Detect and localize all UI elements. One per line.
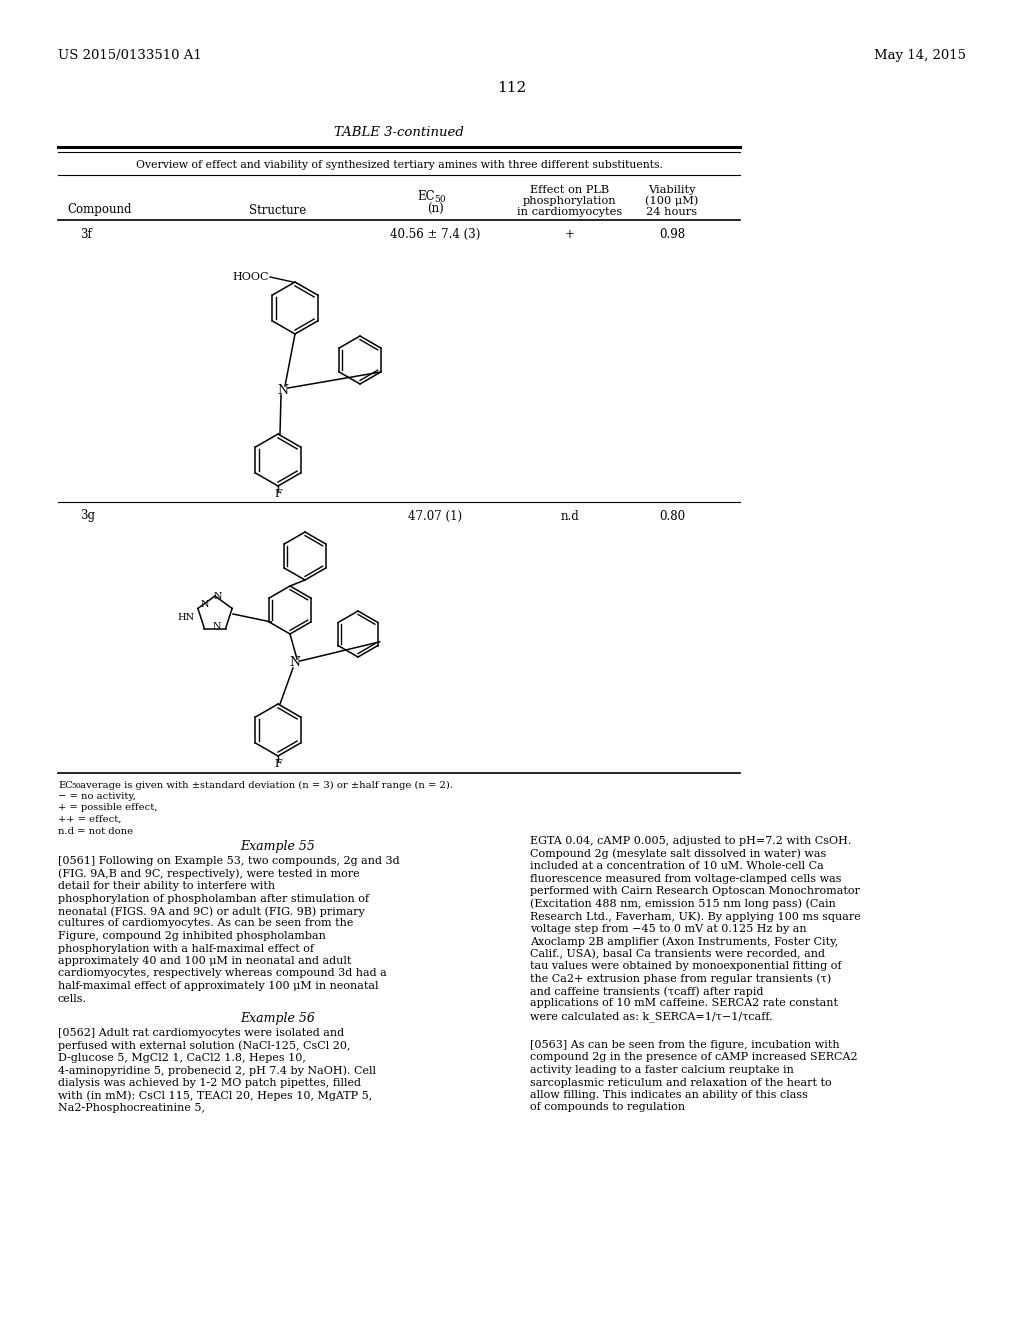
Text: phosphorylation with a half-maximal effect of: phosphorylation with a half-maximal effe…: [58, 944, 314, 953]
Text: N: N: [278, 384, 289, 396]
Text: D-glucose 5, MgCl2 1, CaCl2 1.8, Hepes 10,: D-glucose 5, MgCl2 1, CaCl2 1.8, Hepes 1…: [58, 1053, 306, 1063]
Text: included at a concentration of 10 uM. Whole-cell Ca: included at a concentration of 10 uM. Wh…: [530, 861, 823, 871]
Text: (n): (n): [427, 202, 443, 215]
Text: N: N: [214, 593, 222, 602]
Text: EC: EC: [58, 780, 73, 789]
Text: Example 55: Example 55: [241, 840, 315, 853]
Text: F: F: [274, 759, 282, 770]
Text: n.d = not done: n.d = not done: [58, 826, 133, 836]
Text: [0561] Following on Example 53, two compounds, 2g and 3d: [0561] Following on Example 53, two comp…: [58, 855, 399, 866]
Text: Na2-Phosphocreatinine 5,: Na2-Phosphocreatinine 5,: [58, 1104, 205, 1113]
Text: activity leading to a faster calcium reuptake in: activity leading to a faster calcium reu…: [530, 1065, 794, 1074]
Text: May 14, 2015: May 14, 2015: [874, 49, 966, 62]
Text: Viability: Viability: [648, 185, 695, 195]
Text: Overview of effect and viability of synthesized tertiary amines with three diffe: Overview of effect and viability of synt…: [135, 160, 663, 170]
Text: Research Ltd., Faverham, UK). By applying 100 ms square: Research Ltd., Faverham, UK). By applyin…: [530, 911, 861, 921]
Text: perfused with external solution (NaCl-125, CsCl 20,: perfused with external solution (NaCl-12…: [58, 1040, 350, 1051]
Text: 0.80: 0.80: [658, 510, 685, 523]
Text: of compounds to regulation: of compounds to regulation: [530, 1102, 685, 1113]
Text: + = possible effect,: + = possible effect,: [58, 804, 158, 813]
Text: cultures of cardiomyocytes. As can be seen from the: cultures of cardiomyocytes. As can be se…: [58, 919, 353, 928]
Text: and caffeine transients (τcaff) after rapid: and caffeine transients (τcaff) after ra…: [530, 986, 764, 997]
Text: − = no activity,: − = no activity,: [58, 792, 136, 801]
Text: Effect on PLB: Effect on PLB: [530, 185, 609, 195]
Text: n.d: n.d: [560, 510, 580, 523]
Text: the Ca2+ extrusion phase from regular transients (τ): the Ca2+ extrusion phase from regular tr…: [530, 974, 831, 985]
Text: phosphorylation of phospholamban after stimulation of: phosphorylation of phospholamban after s…: [58, 894, 369, 903]
Text: tau values were obtained by monoexponential fitting of: tau values were obtained by monoexponent…: [530, 961, 842, 972]
Text: +: +: [565, 227, 574, 240]
Text: neonatal (FIGS. 9A and 9C) or adult (FIG. 9B) primary: neonatal (FIGS. 9A and 9C) or adult (FIG…: [58, 906, 365, 916]
Text: 40.56 ± 7.4 (3): 40.56 ± 7.4 (3): [390, 227, 480, 240]
Text: [0563] As can be seen from the figure, incubation with: [0563] As can be seen from the figure, i…: [530, 1040, 840, 1049]
Text: Axoclamp 2B amplifier (Axon Instruments, Foster City,: Axoclamp 2B amplifier (Axon Instruments,…: [530, 936, 839, 946]
Text: Compound 2g (mesylate salt dissolved in water) was: Compound 2g (mesylate salt dissolved in …: [530, 849, 826, 859]
Text: F: F: [274, 488, 282, 499]
Text: phosphorylation: phosphorylation: [523, 195, 616, 206]
Text: compound 2g in the presence of cAMP increased SERCA2: compound 2g in the presence of cAMP incr…: [530, 1052, 858, 1063]
Text: 4-aminopyridine 5, probenecid 2, pH 7.4 by NaOH). Cell: 4-aminopyridine 5, probenecid 2, pH 7.4 …: [58, 1065, 376, 1076]
Text: applications of 10 mM caffeine. SERCA2 rate constant: applications of 10 mM caffeine. SERCA2 r…: [530, 998, 838, 1008]
Text: HOOC: HOOC: [232, 272, 269, 282]
Text: half-maximal effect of approximately 100 μM in neonatal: half-maximal effect of approximately 100…: [58, 981, 379, 991]
Text: fluorescence measured from voltage-clamped cells was: fluorescence measured from voltage-clamp…: [530, 874, 842, 883]
Text: EGTA 0.04, cAMP 0.005, adjusted to pH=7.2 with CsOH.: EGTA 0.04, cAMP 0.005, adjusted to pH=7.…: [530, 836, 851, 846]
Text: N: N: [213, 622, 221, 631]
Text: US 2015/0133510 A1: US 2015/0133510 A1: [58, 49, 202, 62]
Text: HN: HN: [178, 612, 195, 622]
Text: (FIG. 9A,B and 9C, respectively), were tested in more: (FIG. 9A,B and 9C, respectively), were t…: [58, 869, 359, 879]
Text: dialysis was achieved by 1-2 MO patch pipettes, filled: dialysis was achieved by 1-2 MO patch pi…: [58, 1078, 361, 1088]
Text: 50: 50: [71, 783, 81, 791]
Text: 50: 50: [434, 195, 445, 205]
Text: (100 μM): (100 μM): [645, 195, 698, 206]
Text: average is given with ±standard deviation (n = 3) or ±half range (n = 2).: average is given with ±standard deviatio…: [77, 780, 453, 789]
Text: 24 hours: 24 hours: [646, 207, 697, 216]
Text: in cardiomyocytes: in cardiomyocytes: [517, 207, 623, 216]
Text: Figure, compound 2g inhibited phospholamban: Figure, compound 2g inhibited phospholam…: [58, 931, 326, 941]
Text: EC: EC: [418, 190, 435, 202]
Text: approximately 40 and 100 μM in neonatal and adult: approximately 40 and 100 μM in neonatal …: [58, 956, 351, 966]
Text: Structure: Structure: [250, 203, 306, 216]
Text: cardiomyocytes, respectively whereas compound 3d had a: cardiomyocytes, respectively whereas com…: [58, 969, 387, 978]
Text: performed with Cairn Research Optoscan Monochromator: performed with Cairn Research Optoscan M…: [530, 886, 860, 896]
Text: 0.98: 0.98: [658, 227, 685, 240]
Text: were calculated as: k_SERCA=1/τ−1/τcaff.: were calculated as: k_SERCA=1/τ−1/τcaff.: [530, 1011, 773, 1022]
Text: cells.: cells.: [58, 994, 87, 1003]
Text: allow filling. This indicates an ability of this class: allow filling. This indicates an ability…: [530, 1090, 808, 1100]
Text: voltage step from −45 to 0 mV at 0.125 Hz by an: voltage step from −45 to 0 mV at 0.125 H…: [530, 924, 807, 933]
Text: sarcoplasmic reticulum and relaxation of the heart to: sarcoplasmic reticulum and relaxation of…: [530, 1077, 831, 1088]
Text: N: N: [201, 599, 209, 609]
Text: Compound: Compound: [68, 203, 132, 216]
Text: detail for their ability to interfere with: detail for their ability to interfere wi…: [58, 880, 275, 891]
Text: 112: 112: [498, 81, 526, 95]
Text: 47.07 (1): 47.07 (1): [408, 510, 462, 523]
Text: (Excitation 488 nm, emission 515 nm long pass) (Cain: (Excitation 488 nm, emission 515 nm long…: [530, 899, 836, 909]
Text: 3g: 3g: [80, 510, 95, 523]
Text: [0562] Adult rat cardiomyocytes were isolated and: [0562] Adult rat cardiomyocytes were iso…: [58, 1028, 344, 1038]
Text: Calif., USA), basal Ca transients were recorded, and: Calif., USA), basal Ca transients were r…: [530, 949, 825, 958]
Text: 3f: 3f: [80, 227, 92, 240]
Text: TABLE 3-continued: TABLE 3-continued: [334, 127, 464, 140]
Text: with (in mM): CsCl 115, TEACl 20, Hepes 10, MgATP 5,: with (in mM): CsCl 115, TEACl 20, Hepes …: [58, 1090, 373, 1101]
Text: ++ = effect,: ++ = effect,: [58, 814, 122, 824]
Text: Example 56: Example 56: [241, 1012, 315, 1026]
Text: N: N: [290, 656, 300, 669]
